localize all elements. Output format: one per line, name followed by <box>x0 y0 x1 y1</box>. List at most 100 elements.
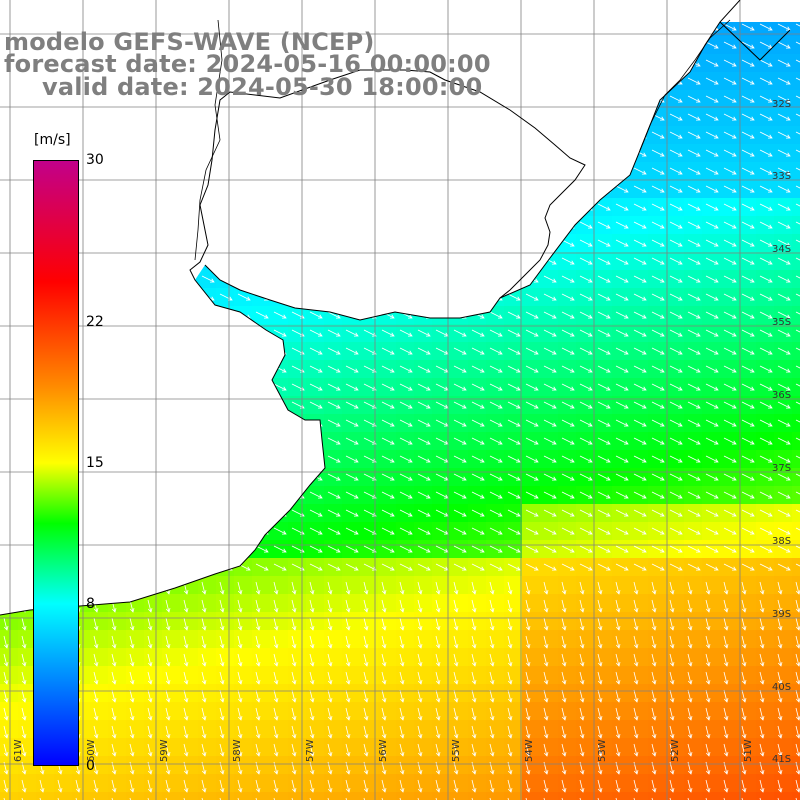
wind-arrow <box>147 257 161 265</box>
wind-arrow <box>543 617 549 631</box>
wind-arrow <box>273 419 287 427</box>
wind-speed-cell <box>306 324 325 343</box>
wind-speed-cell <box>774 324 793 343</box>
wind-arrow <box>687 455 701 463</box>
wind-arrow <box>525 419 539 427</box>
wind-arrow <box>723 203 737 211</box>
wind-speed-cell <box>378 504 397 523</box>
wind-arrow <box>795 23 800 31</box>
wind-arrow <box>309 455 323 463</box>
wind-arrow <box>543 23 557 31</box>
wind-speed-cell <box>522 774 541 793</box>
wind-arrow <box>723 311 737 319</box>
wind-speed-cell <box>630 396 649 415</box>
wind-arrow <box>273 617 279 631</box>
wind-arrow <box>129 473 143 481</box>
wind-arrow <box>651 41 665 49</box>
wind-arrow <box>615 599 621 613</box>
wind-arrow <box>237 581 243 595</box>
wind-arrow <box>381 779 387 793</box>
wind-arrow <box>759 59 773 67</box>
wind-speed-cell <box>486 522 505 541</box>
wind-speed-cell <box>252 468 271 487</box>
wind-speed-cell <box>432 342 451 361</box>
wind-arrow <box>129 671 135 685</box>
wind-arrow <box>129 545 143 553</box>
wind-arrow <box>183 419 197 427</box>
wind-speed-cell <box>594 720 613 739</box>
wind-arrow <box>309 599 315 613</box>
wind-speed-cell <box>702 162 721 181</box>
wind-speed-cell <box>774 126 793 145</box>
wind-arrow <box>471 275 485 283</box>
wind-arrow <box>273 131 287 139</box>
wind-speed-cell <box>504 432 523 451</box>
wind-arrow <box>129 347 143 355</box>
wind-arrow <box>705 257 719 265</box>
wind-arrow <box>634 6 646 12</box>
lagoon-shore <box>639 19 731 151</box>
wind-speed-cell <box>126 684 145 703</box>
wind-arrow <box>381 293 395 301</box>
wind-speed-cell <box>702 702 721 721</box>
wind-speed-cell <box>630 468 649 487</box>
wind-arrow <box>129 509 143 517</box>
wind-arrow <box>615 311 629 319</box>
wind-arrow <box>111 203 125 211</box>
wind-arrow <box>201 689 207 703</box>
wind-speed-cell <box>216 216 235 235</box>
wind-speed-cell <box>684 288 703 307</box>
wind-arrow <box>237 779 243 793</box>
wind-arrow <box>597 779 603 793</box>
wind-arrow <box>327 419 341 427</box>
wind-speed-cell <box>450 684 469 703</box>
wind-arrow <box>507 41 521 49</box>
wind-arrow <box>417 491 431 499</box>
wind-arrow <box>633 635 639 649</box>
wind-arrow <box>507 509 521 517</box>
wind-arrow <box>147 437 161 445</box>
wind-speed-cell <box>576 648 595 667</box>
wind-arrow <box>399 455 413 463</box>
wind-speed-cell <box>162 342 181 361</box>
wind-arrow <box>561 491 575 499</box>
wind-arrow <box>507 23 521 31</box>
wind-speed-cell <box>0 594 19 613</box>
wind-arrow <box>93 347 107 355</box>
wind-speed-cell <box>216 594 235 613</box>
wind-arrow <box>795 203 800 211</box>
wind-arrow <box>579 491 593 499</box>
wind-speed-cell <box>414 0 433 19</box>
wind-speed-cell <box>360 738 379 757</box>
wind-arrow <box>795 509 800 517</box>
wind-speed-cell <box>342 648 361 667</box>
longitude-label: 56W <box>378 739 389 762</box>
wind-arrow <box>561 167 575 175</box>
wind-arrow <box>597 95 611 103</box>
wind-arrow <box>417 41 431 49</box>
wind-speed-cell <box>792 666 800 685</box>
wind-arrow <box>651 671 657 685</box>
wind-arrow <box>741 275 755 283</box>
wind-speed-cell <box>432 792 451 800</box>
wind-speed-cell <box>126 450 145 469</box>
wind-arrow <box>741 149 755 157</box>
wind-arrow <box>777 329 791 337</box>
longitude-label: 51W <box>743 739 754 762</box>
wind-arrow <box>490 6 502 12</box>
wind-arrow <box>795 473 800 481</box>
wind-speed-cell <box>666 738 685 757</box>
wind-speed-cell <box>0 252 19 271</box>
wind-speed-cell <box>558 558 577 577</box>
wind-speed-cell <box>216 612 235 631</box>
wind-speed-cell <box>756 22 775 37</box>
wind-arrow <box>705 563 719 571</box>
wind-speed-cell <box>180 756 199 775</box>
wind-speed-cell <box>648 396 667 415</box>
wind-arrow <box>93 419 107 427</box>
wind-speed-cell <box>792 792 800 800</box>
wind-arrow <box>723 365 737 373</box>
wind-arrow <box>795 59 800 67</box>
wind-speed-cell <box>576 234 595 253</box>
wind-arrow <box>201 779 207 793</box>
